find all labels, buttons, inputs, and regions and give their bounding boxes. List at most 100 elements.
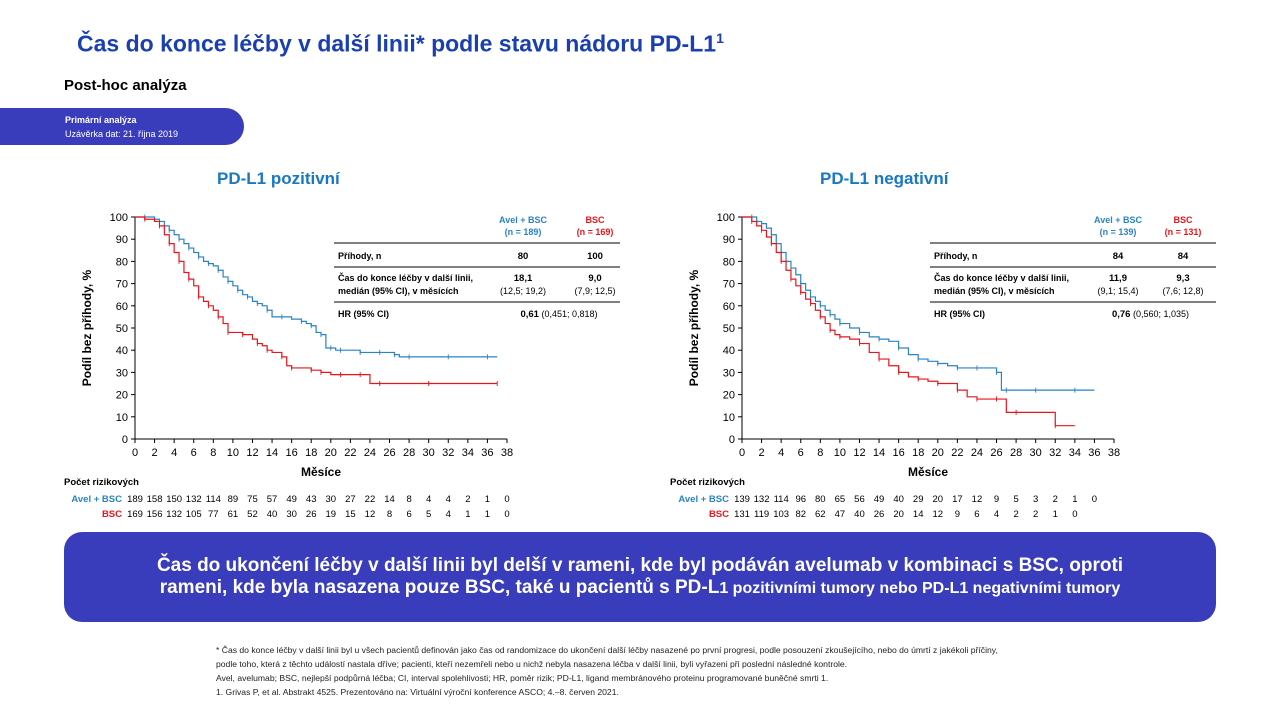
p1-y-tick-label: 90 (723, 234, 735, 246)
footnote-1: * Čas do konce léčby v další linii byl u… (216, 645, 998, 655)
p1-risk-bsc-value: 9 (955, 509, 960, 520)
p0-table-row1-bsc: 100 (587, 251, 603, 262)
p1-table-col-avel: Avel + BSC (1094, 215, 1142, 225)
p0-risk-bsc-value: 77 (208, 509, 219, 520)
p0-x-tick-label: 10 (227, 447, 239, 459)
p1-risk-bsc-value: 119 (754, 509, 769, 520)
p1-y-tick-label: 70 (723, 279, 735, 291)
p1-x-tick-label: 18 (912, 447, 924, 459)
p1-risk-avel-value: 2 (1053, 494, 1058, 505)
p1-risk-bsc-value: 4 (994, 509, 999, 520)
p1-x-tick-label: 14 (873, 447, 885, 459)
p1-table-row2-bsc-ci: (7,6; 12,8) (1162, 286, 1203, 296)
footnote-3: Avel, avelumab; BSC, nejlepší podpůrná l… (216, 673, 829, 683)
p1-risk-avel-value: 5 (1013, 494, 1018, 505)
p1-risk-avel-value: 96 (795, 494, 806, 505)
p1-risk-avel-value: 65 (835, 494, 846, 505)
p0-y-tick-label: 30 (116, 367, 128, 379)
p1-x-tick-label: 34 (1069, 447, 1081, 459)
p1-risk-bsc-value: 2 (1033, 509, 1038, 520)
p0-risk-avel-value: 27 (345, 494, 356, 505)
p0-x-tick-label: 28 (403, 447, 415, 459)
p1-x-tick-label: 6 (798, 447, 804, 459)
p0-table-row1-avel: 80 (518, 251, 529, 262)
p1-risk-avel-value: 40 (893, 494, 904, 505)
p0-table-col-avel-n: (n = 189) (505, 227, 542, 237)
p0-risk-label-bsc: BSC (102, 509, 122, 520)
p1-risk-bsc-value: 40 (854, 509, 865, 520)
p0-y-tick-label: 60 (116, 301, 128, 313)
p0-risk-avel-value: 49 (286, 494, 297, 505)
p1-risk-avel-value: 0 (1092, 494, 1097, 505)
p0-risk-avel-value: 22 (365, 494, 376, 505)
p0-table-col-avel: Avel + BSC (499, 215, 547, 225)
p1-risk-bsc-value: 47 (835, 509, 846, 520)
p1-x-tick-label: 22 (951, 447, 963, 459)
p1-table-row2-bsc: 9,3 (1176, 273, 1189, 284)
p0-risk-avel-value: 14 (384, 494, 395, 505)
p1-x-tick-label: 12 (853, 447, 865, 459)
p1-x-tick-label: 36 (1088, 447, 1100, 459)
p1-x-axis-label: Měsíce (908, 465, 948, 479)
p0-risk-avel-value: 132 (186, 494, 202, 505)
p1-y-tick-label: 60 (723, 301, 735, 313)
p0-y-tick-label: 20 (116, 390, 128, 402)
p0-x-tick-label: 36 (481, 447, 493, 459)
p1-x-tick-label: 8 (817, 447, 823, 459)
p0-y-tick-label: 0 (122, 434, 128, 446)
p1-risk-avel-value: 49 (874, 494, 885, 505)
p0-x-tick-label: 38 (501, 447, 513, 459)
p0-x-tick-label: 30 (423, 447, 435, 459)
p1-y-tick-label: 0 (729, 434, 735, 446)
analysis-badge: Primární analýza Uzávěrka dat: 21. října… (0, 108, 244, 145)
p1-risk-label-avel: Avel + BSC (678, 494, 729, 505)
p0-x-tick-label: 2 (152, 447, 158, 459)
p0-y-axis-label: Podíl bez příhody, % (80, 269, 94, 386)
footnote-2: podle toho, která z těchto událostí nast… (216, 659, 848, 669)
p0-risk-bsc-value: 61 (228, 509, 239, 520)
p1-table-row3-value: 0,76 (0,560; 1,035) (1112, 309, 1189, 320)
page-subtitle: Post-hoc analýza (64, 77, 187, 94)
p1-risk-avel-value: 1 (1072, 494, 1077, 505)
p1-y-tick-label: 50 (723, 323, 735, 335)
p1-x-tick-label: 2 (759, 447, 765, 459)
p0-risk-avel-value: 43 (306, 494, 317, 505)
p1-x-tick-label: 32 (1049, 447, 1061, 459)
p1-table-row1-bsc: 84 (1178, 251, 1189, 262)
p1-table-row2-avel: 11,9 (1109, 273, 1127, 284)
p0-risk-label-avel: Avel + BSC (71, 494, 122, 505)
callout-line1: Čas do ukončení léčby v další linii byl … (156, 554, 1124, 576)
p0-table-col-bsc: BSC (585, 215, 605, 225)
p0-x-tick-label: 12 (246, 447, 258, 459)
p1-risk-avel-value: 9 (994, 494, 999, 505)
p0-risk-bsc-value: 12 (365, 509, 376, 520)
p0-risk-avel-value: 150 (166, 494, 182, 505)
p1-y-tick-label: 10 (723, 412, 735, 424)
p0-risk-avel-value: 57 (267, 494, 278, 505)
p1-risk-avel-value: 80 (815, 494, 826, 505)
p1-x-tick-label: 28 (1010, 447, 1022, 459)
p1-x-tick-label: 26 (990, 447, 1002, 459)
p0-y-tick-label: 40 (116, 345, 128, 357)
callout-line2: rameni, kde byla nasazena pouze BSC, tak… (157, 577, 1123, 600)
p0-x-tick-label: 32 (442, 447, 454, 459)
p1-table-hr-ci: (0,560; 1,035) (1130, 309, 1189, 319)
panel-title-positive: PD-L1 pozitivní (217, 169, 340, 188)
analysis-badge-line2: Uzávěrka dat: 21. října 2019 (65, 129, 179, 139)
p1-x-tick-label: 0 (739, 447, 745, 459)
p1-risk-bsc-value: 2 (1013, 509, 1018, 520)
p0-risk-bsc-value: 4 (446, 509, 451, 520)
p0-curve-bsc (135, 216, 498, 385)
p0-risk-bsc-value: 132 (166, 509, 182, 520)
p1-table-row2-label2: medián (95% CI), v měsících (934, 286, 1055, 296)
p0-table-row2-avel-ci: (12,5; 19,2) (500, 286, 546, 296)
p1-risk-bsc-value: 62 (815, 509, 826, 520)
p0-y-tick-label: 50 (116, 323, 128, 335)
p0-risk-bsc-value: 52 (247, 509, 258, 520)
p0-risk-bsc-value: 0 (504, 509, 509, 520)
p1-table-row1-label: Příhody, n (934, 251, 977, 261)
p0-risk-bsc-value: 30 (286, 509, 297, 520)
p0-y-tick-label: 100 (110, 212, 128, 224)
p1-risk-bsc-value: 0 (1072, 509, 1077, 520)
p0-risk-bsc-value: 169 (127, 509, 143, 520)
